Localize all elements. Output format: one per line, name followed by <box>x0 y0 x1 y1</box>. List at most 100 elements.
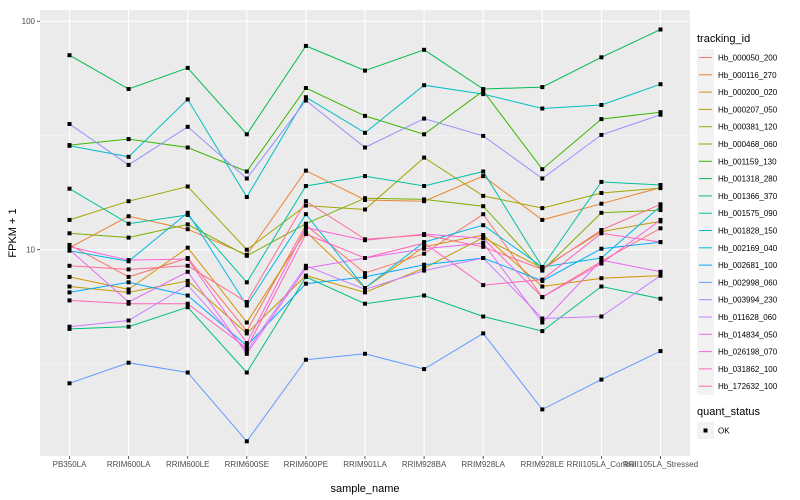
data-point <box>185 227 190 232</box>
data-point <box>126 274 131 279</box>
data-point <box>658 183 663 187</box>
data-point <box>363 113 367 118</box>
data-point <box>422 241 427 245</box>
data-point <box>422 184 427 188</box>
data-point <box>540 167 545 172</box>
x-tick-label: RRIM901LA <box>343 460 387 469</box>
data-point <box>658 186 663 191</box>
data-point <box>244 169 249 174</box>
data-point <box>599 201 604 206</box>
data-point <box>422 155 427 160</box>
legend-item: Hb_003994_230 <box>697 291 778 309</box>
data-point <box>540 176 545 181</box>
y-tick-label: 100 <box>22 17 36 26</box>
legend-label: Hb_001828_150 <box>718 227 778 236</box>
data-point <box>126 137 131 142</box>
legend-item: Hb_002998_060 <box>697 273 778 291</box>
data-point <box>599 179 604 184</box>
data-point <box>126 280 131 285</box>
legend-label: Hb_026198_070 <box>718 348 778 357</box>
legend-item: Hb_000116_270 <box>697 66 777 84</box>
data-point <box>599 284 604 289</box>
data-point <box>67 53 72 58</box>
data-point <box>599 210 604 215</box>
data-point <box>599 276 604 281</box>
data-point <box>244 331 249 336</box>
data-point <box>481 174 486 179</box>
data-point <box>303 43 308 48</box>
legend-label: Hb_002169_040 <box>718 244 778 253</box>
legend-label: Hb_000207_050 <box>718 105 778 114</box>
data-point <box>422 116 427 121</box>
data-point <box>244 341 249 346</box>
data-point <box>481 169 486 174</box>
data-point <box>185 301 190 306</box>
data-point <box>658 110 663 115</box>
legend-label: Hb_000116_270 <box>718 71 777 80</box>
data-point <box>363 351 367 356</box>
data-point <box>67 217 72 222</box>
data-point <box>303 266 308 271</box>
data-point <box>658 217 663 222</box>
legend-item: Hb_026198_070 <box>697 343 778 361</box>
data-point <box>363 237 367 242</box>
data-point <box>185 293 190 298</box>
data-point <box>67 231 72 236</box>
data-point <box>658 112 663 117</box>
data-point <box>363 301 367 306</box>
data-point <box>244 132 249 137</box>
data-point <box>244 247 249 252</box>
data-point <box>658 27 663 32</box>
data-point <box>658 202 663 207</box>
data-point <box>303 203 308 208</box>
data-point <box>363 130 367 135</box>
data-point <box>244 439 249 444</box>
data-point <box>67 290 72 295</box>
data-point <box>599 231 604 236</box>
data-point <box>67 143 72 148</box>
data-point <box>303 168 308 173</box>
data-point <box>303 263 308 268</box>
data-point <box>422 197 427 202</box>
data-point <box>481 241 486 245</box>
data-point <box>303 184 308 188</box>
data-point <box>303 274 308 279</box>
data-point <box>67 298 72 303</box>
data-point <box>540 106 545 111</box>
legend-item: Hb_001366_370 <box>697 187 778 205</box>
data-point <box>185 65 190 70</box>
data-point <box>303 229 308 234</box>
legend-label: Hb_172632_100 <box>718 382 778 391</box>
data-point <box>481 87 486 91</box>
data-point <box>363 274 367 279</box>
x-tick-label: RRIM600SE <box>225 460 269 469</box>
data-point <box>126 199 131 204</box>
data-point <box>244 329 249 334</box>
data-point <box>422 251 427 256</box>
x-tick-label: PB350LA <box>53 460 87 469</box>
data-point <box>67 244 72 249</box>
data-point <box>540 320 545 325</box>
legend-label: Hb_000200_020 <box>718 88 778 97</box>
data-point <box>67 247 72 252</box>
data-point <box>244 280 249 285</box>
data-point <box>422 47 427 52</box>
data-point <box>422 266 427 271</box>
x-axis: PB350LA RRIM600LA RRIM600LE RRIM600SE RRIM60… <box>53 456 698 469</box>
data-point <box>244 343 249 348</box>
legend-label: Hb_002681_100 <box>718 261 778 270</box>
data-point <box>185 210 190 215</box>
data-point <box>185 278 190 283</box>
data-point <box>481 193 486 198</box>
legend-item: Hb_001318_280 <box>697 170 778 188</box>
legend-label: Hb_031862_100 <box>718 365 778 374</box>
data-point <box>658 82 663 87</box>
legend: tracking_id Hb_000050_200 Hb_000116_270 Hb… <box>697 33 778 439</box>
legend-label: Hb_011628_060 <box>718 313 777 322</box>
data-point <box>185 269 190 274</box>
data-point <box>658 273 663 278</box>
x-tick-label: RRII105LA_Control <box>567 460 637 469</box>
data-point <box>126 318 131 323</box>
data-point <box>540 85 545 90</box>
